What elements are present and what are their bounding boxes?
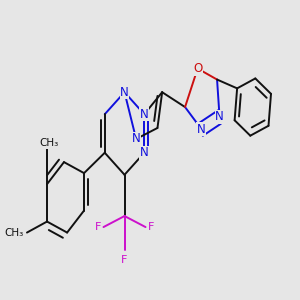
Text: N: N xyxy=(132,133,140,146)
Text: CH₃: CH₃ xyxy=(4,228,23,238)
Text: CH₃: CH₃ xyxy=(39,138,58,148)
Text: F: F xyxy=(148,222,154,232)
Text: N: N xyxy=(140,146,149,159)
Text: N: N xyxy=(215,110,224,124)
Text: N: N xyxy=(197,123,206,136)
Text: F: F xyxy=(121,255,128,265)
Text: N: N xyxy=(120,86,129,99)
Text: O: O xyxy=(193,62,202,75)
Text: F: F xyxy=(94,222,101,232)
Text: N: N xyxy=(140,108,149,121)
